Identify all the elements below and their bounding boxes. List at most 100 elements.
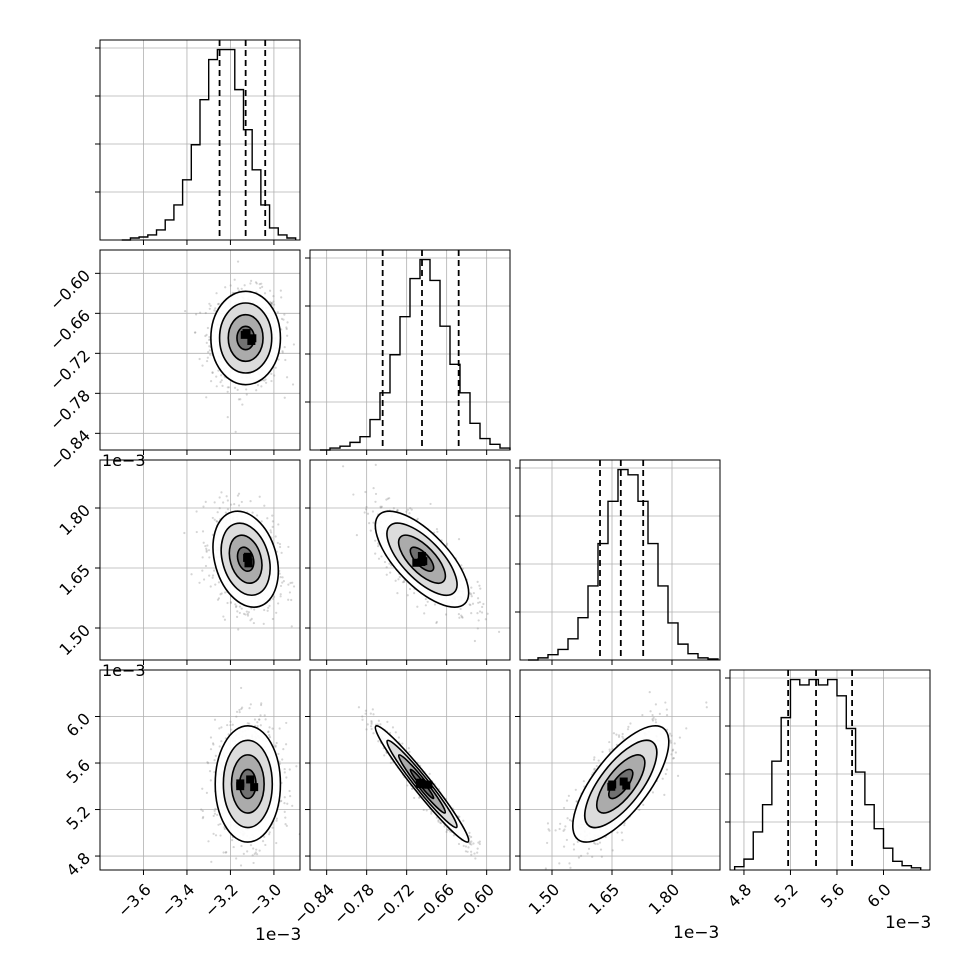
scatter-point — [479, 610, 481, 612]
scatter-point — [273, 304, 275, 306]
scatter-point — [413, 592, 415, 594]
scatter-point — [183, 532, 185, 534]
scatter-point — [206, 761, 208, 763]
scatter-point — [285, 776, 287, 778]
scatter-point — [245, 388, 247, 390]
scatter-point — [275, 745, 277, 747]
scatter-point — [247, 613, 249, 615]
scatter-point — [651, 714, 653, 716]
scatter-point — [227, 391, 229, 393]
panel-content — [100, 250, 302, 450]
scatter-point — [469, 604, 471, 606]
scatter-point — [199, 358, 201, 360]
histogram-step-1 — [122, 50, 296, 240]
scatter-point — [217, 824, 219, 826]
scatter-point — [487, 613, 489, 615]
scatter-point — [228, 386, 230, 388]
scatter-point — [280, 585, 282, 587]
scatter-point — [212, 742, 214, 744]
scatter-point — [284, 397, 286, 399]
scatter-point — [222, 615, 224, 617]
scatter-point — [284, 359, 286, 361]
scatter-point — [266, 517, 268, 519]
scatter-point — [210, 748, 212, 750]
panel-content — [310, 460, 510, 660]
scatter-point — [597, 843, 599, 845]
scatter-point — [443, 825, 445, 827]
scatter-point — [418, 797, 420, 799]
scatter-point — [705, 701, 707, 703]
scatter-point — [395, 580, 397, 582]
density-panel-3-2 — [305, 460, 510, 665]
scatter-point — [583, 780, 585, 782]
density-peak-cell — [243, 329, 251, 337]
scatter-point — [426, 809, 428, 811]
scatter-point — [198, 582, 200, 584]
scatter-point — [259, 287, 261, 289]
scatter-point — [395, 731, 397, 733]
scatter-point — [239, 612, 241, 614]
scatter-point — [210, 736, 212, 738]
scatter-point — [470, 587, 472, 589]
scatter-point — [230, 729, 232, 731]
scatter-point — [234, 279, 236, 281]
scatter-point — [269, 831, 271, 833]
scatter-point — [275, 612, 277, 614]
scatter-point — [425, 598, 427, 600]
scatter-point — [370, 725, 372, 727]
scatter-point — [566, 839, 568, 841]
scatter-point — [284, 796, 286, 798]
scatter-point — [401, 742, 403, 744]
scatter-point — [280, 593, 282, 595]
scatter-point — [280, 296, 282, 298]
scatter-point — [212, 574, 214, 576]
scatter-point — [290, 599, 292, 601]
scatter-point — [224, 286, 226, 288]
scatter-point — [287, 583, 289, 585]
scatter-point — [286, 321, 288, 323]
scatter-point — [406, 784, 408, 786]
scatter-point — [241, 608, 243, 610]
scatter-point — [437, 821, 439, 823]
scatter-point — [252, 862, 254, 864]
scatter-point — [588, 848, 590, 850]
scatter-point — [260, 385, 262, 387]
scatter-point — [215, 292, 217, 294]
scatter-point — [267, 607, 269, 609]
scatter-point — [267, 610, 269, 612]
scatter-point — [445, 613, 447, 615]
scatter-point — [615, 734, 617, 736]
scatter-point — [279, 727, 281, 729]
scatter-point — [250, 703, 252, 705]
scatter-point — [205, 565, 207, 567]
scatter-point — [284, 817, 286, 819]
scatter-point — [220, 374, 222, 376]
density-panel-4-2 — [305, 670, 510, 875]
scatter-point — [227, 508, 229, 510]
scatter-point — [375, 464, 377, 466]
scatter-point — [252, 847, 254, 849]
scatter-point — [208, 339, 210, 341]
scatter-point — [386, 574, 388, 576]
scatter-point — [218, 597, 220, 599]
scatter-point — [281, 552, 283, 554]
scatter-point — [237, 287, 239, 289]
scatter-point — [470, 612, 472, 614]
scatter-point — [241, 403, 243, 405]
scatter-point — [386, 566, 388, 568]
scatter-point — [232, 724, 234, 726]
scatter-point — [216, 520, 218, 522]
scatter-point — [219, 381, 221, 383]
density-peak-cell — [244, 553, 252, 561]
scatter-point — [458, 617, 460, 619]
scatter-point — [468, 832, 470, 834]
scatter-point — [256, 853, 258, 855]
scatter-point — [378, 558, 380, 560]
scatter-point — [477, 627, 479, 629]
scatter-point — [474, 857, 476, 859]
scatter-point — [216, 814, 218, 816]
scatter-point — [273, 596, 275, 598]
scatter-point — [240, 864, 242, 866]
scatter-point — [230, 601, 232, 603]
